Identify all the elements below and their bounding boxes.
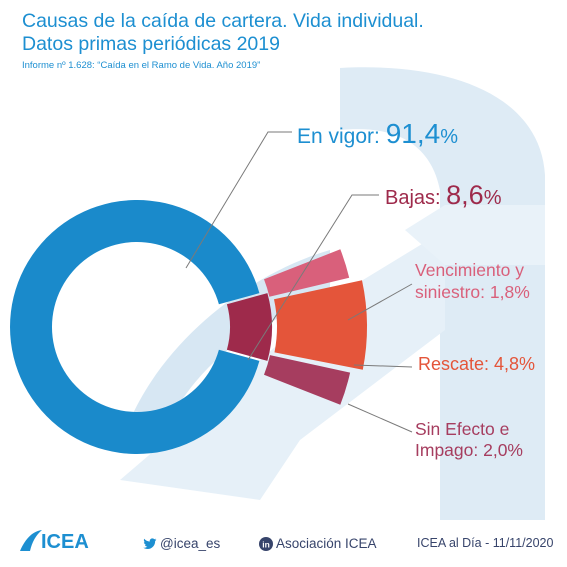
label-sin-efecto: Sin Efecto e Impago: 2,0% <box>415 419 523 461</box>
leader-line-bajas <box>247 194 379 361</box>
label-en-vigor-name: En vigor: <box>297 125 380 148</box>
label-bajas-pct: % <box>483 187 502 209</box>
label-en-vigor-pct: % <box>440 126 459 148</box>
leader-line-rescate <box>353 364 413 368</box>
twitter-bird-icon <box>143 538 157 550</box>
footer-date: ICEA al Día - 11/11/2020 <box>417 536 554 550</box>
footer-twitter-text: @icea_es <box>160 536 221 551</box>
chart-subtitle: Informe nº 1.628: “Caída en el Ramo de V… <box>22 60 261 71</box>
icea-logo: ICEA <box>20 530 89 553</box>
footer-twitter[interactable]: @icea_es <box>143 536 220 551</box>
footer-linkedin-text: Asociación ICEA <box>276 536 377 551</box>
footer-linkedin[interactable]: in Asociación ICEA <box>259 536 377 552</box>
linkedin-icon: in <box>259 537 273 552</box>
slice-rescate <box>274 280 367 370</box>
leader-line-venc <box>347 283 413 321</box>
slice-sin-efecto-e-impago <box>264 355 351 405</box>
label-en-vigor: En vigor: 91,4% <box>297 118 458 150</box>
label-rescate: Rescate: 4,8% <box>418 354 536 374</box>
label-vencimiento: Vencimiento y siniestro: 1,8% <box>415 259 530 303</box>
slice-en-vigor <box>10 200 260 454</box>
label-bajas: Bajas: 8,6% <box>385 180 502 211</box>
slice-bajas <box>226 293 273 361</box>
label-vencimiento-line1: Vencimiento y <box>415 260 524 280</box>
leader-line-vigor <box>185 131 292 269</box>
svg-text:in: in <box>262 540 270 550</box>
label-sin-efecto-line1: Sin Efecto e <box>415 419 510 439</box>
label-bajas-name: Bajas: <box>385 187 441 209</box>
label-sin-efecto-line2: Impago: 2,0% <box>415 440 523 460</box>
leader-line-sin <box>347 403 413 433</box>
label-vencimiento-line2: siniestro: 1,8% <box>415 282 530 302</box>
icea-logo-text: ICEA <box>41 531 89 553</box>
slice-vencimiento-y-siniestro <box>264 249 350 297</box>
chart-title-line2: Datos primas periódicas 2019 <box>22 33 280 55</box>
chart-title-line1: Causas de la caída de cartera. Vida indi… <box>22 10 424 32</box>
label-en-vigor-value: 91,4 <box>385 118 441 149</box>
label-bajas-value: 8,6 <box>446 180 484 210</box>
